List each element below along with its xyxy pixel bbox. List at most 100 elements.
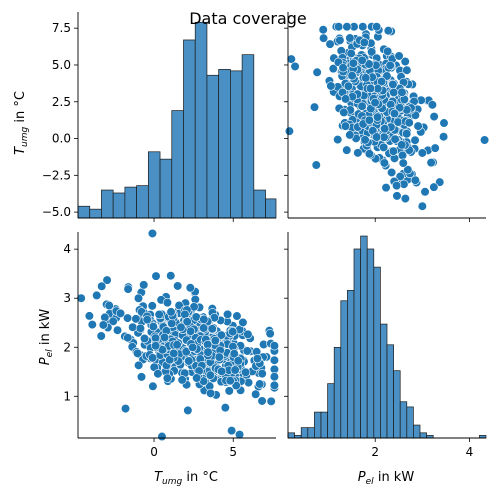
histogram-bar — [171, 110, 184, 219]
x-tick-label: 0 — [150, 445, 158, 459]
histogram-bar — [360, 235, 368, 439]
scatter-point — [383, 26, 393, 36]
scatter-point — [429, 182, 439, 192]
histogram-bar — [206, 74, 220, 219]
histogram-bar — [253, 189, 266, 219]
y-tick-label: 0.0 — [52, 132, 71, 146]
histogram-bar — [147, 151, 161, 219]
x-axis-label-temperature: Tumg in °C — [154, 470, 218, 487]
scatter-point — [98, 320, 108, 330]
scatter-point — [266, 396, 276, 406]
scatter-point — [162, 298, 173, 308]
scatter-point — [380, 124, 390, 134]
histogram-bar — [366, 248, 375, 439]
scatter-point — [87, 320, 97, 330]
scatter-point — [84, 311, 94, 321]
scatter-point — [343, 81, 353, 91]
scatter-point — [339, 107, 349, 117]
scatter-point — [157, 345, 168, 355]
scatter-point — [284, 126, 295, 136]
scatter-point — [102, 275, 112, 285]
scatter-point — [338, 63, 348, 73]
scatter-point — [402, 65, 412, 75]
y-tick-label: 2.5 — [52, 95, 71, 109]
scatter-point — [205, 370, 215, 380]
scatter-point — [400, 56, 410, 67]
scatter-point — [232, 311, 242, 321]
scatter-point — [154, 309, 164, 320]
scatter-point — [183, 405, 193, 416]
scatter-point — [372, 132, 382, 142]
scatter-point — [217, 366, 227, 376]
scatter-point — [233, 356, 243, 366]
scatter-point — [364, 149, 374, 159]
scatter-point — [185, 283, 195, 293]
scatter-point — [395, 171, 405, 182]
scatter-point — [185, 326, 196, 336]
scatter-point — [372, 112, 383, 122]
scatter-point — [227, 426, 237, 436]
scatter-point — [139, 333, 150, 344]
scatter-point — [345, 130, 355, 140]
y-axis-label-subscript: el — [45, 349, 55, 358]
scatter-point — [173, 281, 183, 291]
histogram-bar — [406, 406, 414, 439]
scatter-point — [199, 323, 209, 333]
scatter-point — [128, 322, 138, 332]
figure-title: Data coverage — [189, 9, 307, 28]
histogram-bar — [300, 427, 309, 439]
scatter-point — [147, 301, 157, 311]
scatter-point — [243, 377, 254, 388]
scatter-point — [203, 347, 213, 357]
scatter-point — [359, 37, 369, 48]
y-tick-label: 4 — [63, 242, 71, 256]
scatter-point — [383, 46, 393, 56]
histogram-bar — [136, 185, 149, 219]
histogram-bar — [373, 266, 381, 439]
histogram-bar — [77, 205, 91, 219]
scatter-point — [340, 121, 351, 131]
scatter-point — [177, 375, 187, 385]
scatter-point — [357, 55, 367, 65]
scatter-point — [389, 108, 400, 119]
scatter-point — [370, 98, 380, 108]
histogram-bar — [124, 186, 137, 219]
scatter-point — [120, 403, 131, 414]
histogram-bar — [218, 69, 231, 219]
scatter-point — [231, 380, 241, 391]
scatter-point — [181, 347, 191, 357]
scatter-point — [153, 369, 163, 379]
scatter-point — [400, 194, 410, 204]
scatter-point — [389, 87, 399, 98]
scatter-point — [210, 336, 220, 346]
scatter-point — [379, 142, 389, 152]
scatter-point — [382, 71, 392, 81]
scatter-point — [123, 333, 133, 343]
scatter-point — [257, 396, 267, 406]
scatter-point — [286, 54, 296, 64]
scatter-point — [134, 360, 144, 370]
y-axis-label-power: Pel in kW — [38, 309, 55, 366]
scatter-point — [243, 329, 253, 339]
scatter-point — [100, 312, 110, 323]
scatter-point — [402, 129, 412, 139]
scatter-point — [404, 118, 414, 128]
x-axis-label-symbol: T — [154, 470, 163, 485]
scatter-point — [326, 81, 336, 91]
histogram-bar — [320, 411, 328, 439]
scatter-point — [241, 367, 251, 377]
scatter-point — [392, 191, 402, 201]
scatter-point — [392, 181, 402, 191]
histogram-bar — [287, 432, 295, 439]
scatter-point — [417, 148, 427, 158]
scatter-point — [224, 386, 234, 396]
scatter-point — [387, 167, 397, 178]
scatter-point — [388, 79, 398, 90]
y-axis-label-subscript: umg — [20, 126, 30, 146]
scatter-point — [410, 135, 420, 145]
scatter-point — [377, 76, 387, 87]
x-axis-label-subscript: el — [366, 477, 375, 487]
scatter-point — [265, 329, 275, 339]
scatter-point — [479, 135, 490, 145]
histogram-bar — [230, 70, 243, 219]
